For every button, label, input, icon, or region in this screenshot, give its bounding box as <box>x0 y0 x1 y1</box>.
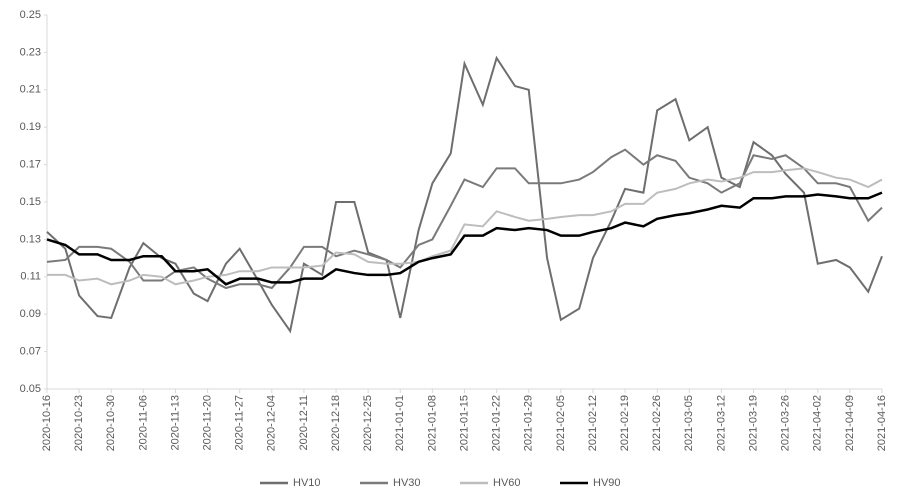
x-tick-label: 2021-02-19 <box>619 395 631 451</box>
legend-label: HV60 <box>493 477 521 489</box>
series-line <box>46 148 883 290</box>
x-tick-label: 2021-03-26 <box>780 395 792 451</box>
x-tick-label: 2020-10-30 <box>105 395 117 451</box>
series-line <box>46 55 883 334</box>
x-tick-label: 2020-11-20 <box>201 395 213 450</box>
x-tick-label: 2021-01-29 <box>523 395 535 451</box>
x-tick-label: 2020-12-18 <box>330 395 342 451</box>
y-tick-label: 0.09 <box>20 308 41 320</box>
series-line <box>46 191 883 286</box>
legend-label: HV30 <box>393 477 421 489</box>
x-tick-label: 2021-03-12 <box>715 395 727 451</box>
y-tick-label: 0.21 <box>20 84 41 96</box>
legend-label: HV90 <box>593 477 621 489</box>
y-tick-label: 0.15 <box>20 196 41 208</box>
y-tick-label: 0.17 <box>20 159 41 171</box>
y-tick-label: 0.23 <box>20 46 41 58</box>
x-tick-label: 2020-12-11 <box>298 395 310 450</box>
y-tick-label: 0.05 <box>20 383 41 395</box>
x-tick-label: 2021-04-16 <box>876 395 888 451</box>
x-tick-label: 2021-02-26 <box>651 395 663 451</box>
x-tick-label: 2020-11-13 <box>169 395 181 450</box>
x-tick-label: 2020-10-23 <box>73 395 85 451</box>
x-tick-label: 2021-03-19 <box>747 395 759 451</box>
x-tick-label: 2021-01-08 <box>426 395 438 451</box>
x-tick-label: 2021-02-12 <box>587 395 599 451</box>
x-tick-label: 2021-04-02 <box>812 395 824 451</box>
x-tick-label: 2021-01-15 <box>458 395 470 451</box>
series-line <box>47 167 883 286</box>
x-tick-label: 2021-02-05 <box>555 395 567 451</box>
x-tick-label: 2020-12-04 <box>266 395 278 451</box>
y-tick-label: 0.13 <box>20 233 41 245</box>
y-tick-label: 0.19 <box>20 121 41 133</box>
x-tick-label: 2021-01-22 <box>491 395 503 451</box>
x-tick-label: 2020-11-27 <box>234 395 246 450</box>
x-tick-label: 2021-04-09 <box>844 395 856 451</box>
y-tick-label: 0.07 <box>20 346 41 358</box>
legend-label: HV10 <box>293 477 321 489</box>
x-tick-label: 2020-12-25 <box>362 395 374 451</box>
x-tick-label: 2020-10-16 <box>41 395 53 451</box>
y-tick-label: 0.11 <box>20 271 41 283</box>
x-tick-label: 2021-03-05 <box>683 395 695 451</box>
y-tick-label: 0.25 <box>20 9 41 21</box>
x-tick-label: 2020-11-06 <box>137 395 149 450</box>
x-tick-label: 2021-01-01 <box>394 395 406 451</box>
